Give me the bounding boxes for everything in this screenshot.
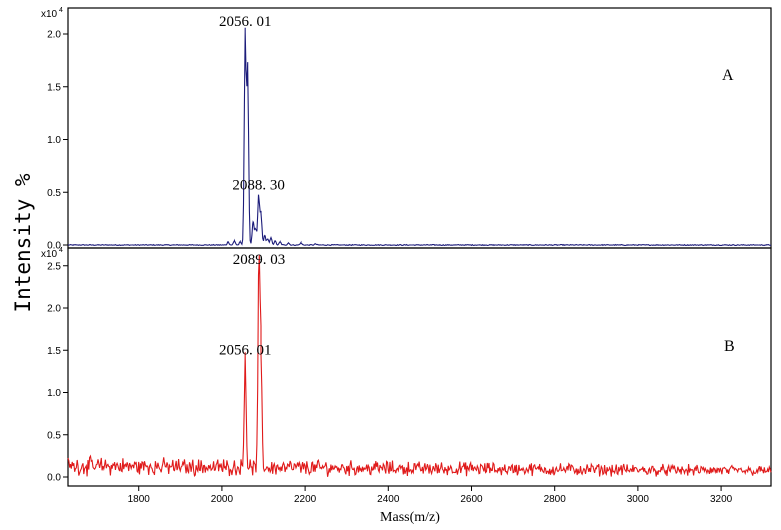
panel-frame-A bbox=[67, 7, 772, 249]
y-tick-label-B: 0.5 bbox=[47, 430, 61, 441]
multiplier-exponent-B: 4 bbox=[59, 247, 63, 254]
y-tick-label-A: 1.0 bbox=[47, 135, 61, 146]
x-tick-label: 2000 bbox=[211, 494, 234, 505]
y-tick-label-B: 1.5 bbox=[47, 346, 61, 357]
panel-frame-B bbox=[67, 247, 772, 487]
multiplier-label-A: x10 bbox=[41, 9, 58, 20]
peak-label-A-0: 2056. 01 bbox=[219, 14, 272, 30]
spectrum-trace-A bbox=[67, 27, 771, 247]
chart-frame bbox=[63, 7, 772, 491]
y-tick-label-B: 2.5 bbox=[47, 261, 61, 272]
y-tick-label-A: 0.0 bbox=[47, 241, 61, 252]
multiplier-exponent-A: 4 bbox=[59, 7, 63, 14]
x-tick-label: 2600 bbox=[460, 494, 483, 505]
peak-label-B-1: 2089. 03 bbox=[233, 252, 286, 268]
x-tick-label: 3000 bbox=[627, 494, 650, 505]
y-tick-label-B: 0.0 bbox=[47, 473, 61, 484]
x-tick-label: 2800 bbox=[544, 494, 567, 505]
multiplier-label-B: x10 bbox=[41, 249, 58, 260]
y-tick-label-B: 2.0 bbox=[47, 304, 61, 315]
x-tick-label: 3200 bbox=[710, 494, 733, 505]
peak-label-A-1: 2088. 30 bbox=[232, 177, 285, 193]
y-tick-label-A: 0.5 bbox=[47, 188, 61, 199]
x-tick-label: 2400 bbox=[377, 494, 400, 505]
chart-traces bbox=[67, 27, 772, 477]
peak-label-B-0: 2056. 01 bbox=[219, 342, 272, 358]
x-tick-label: 1800 bbox=[128, 494, 151, 505]
spectrum-trace-B bbox=[67, 254, 772, 477]
x-tick-label: 2200 bbox=[294, 494, 317, 505]
y-axis-title: Intensity % bbox=[11, 173, 35, 312]
x-axis-title: Mass(m/z) bbox=[380, 510, 440, 525]
panel-label-A: A bbox=[722, 67, 734, 84]
y-tick-label-B: 1.0 bbox=[47, 388, 61, 399]
y-tick-label-A: 2.0 bbox=[47, 30, 61, 41]
panel-label-B: B bbox=[724, 338, 735, 355]
y-tick-label-A: 1.5 bbox=[47, 82, 61, 93]
